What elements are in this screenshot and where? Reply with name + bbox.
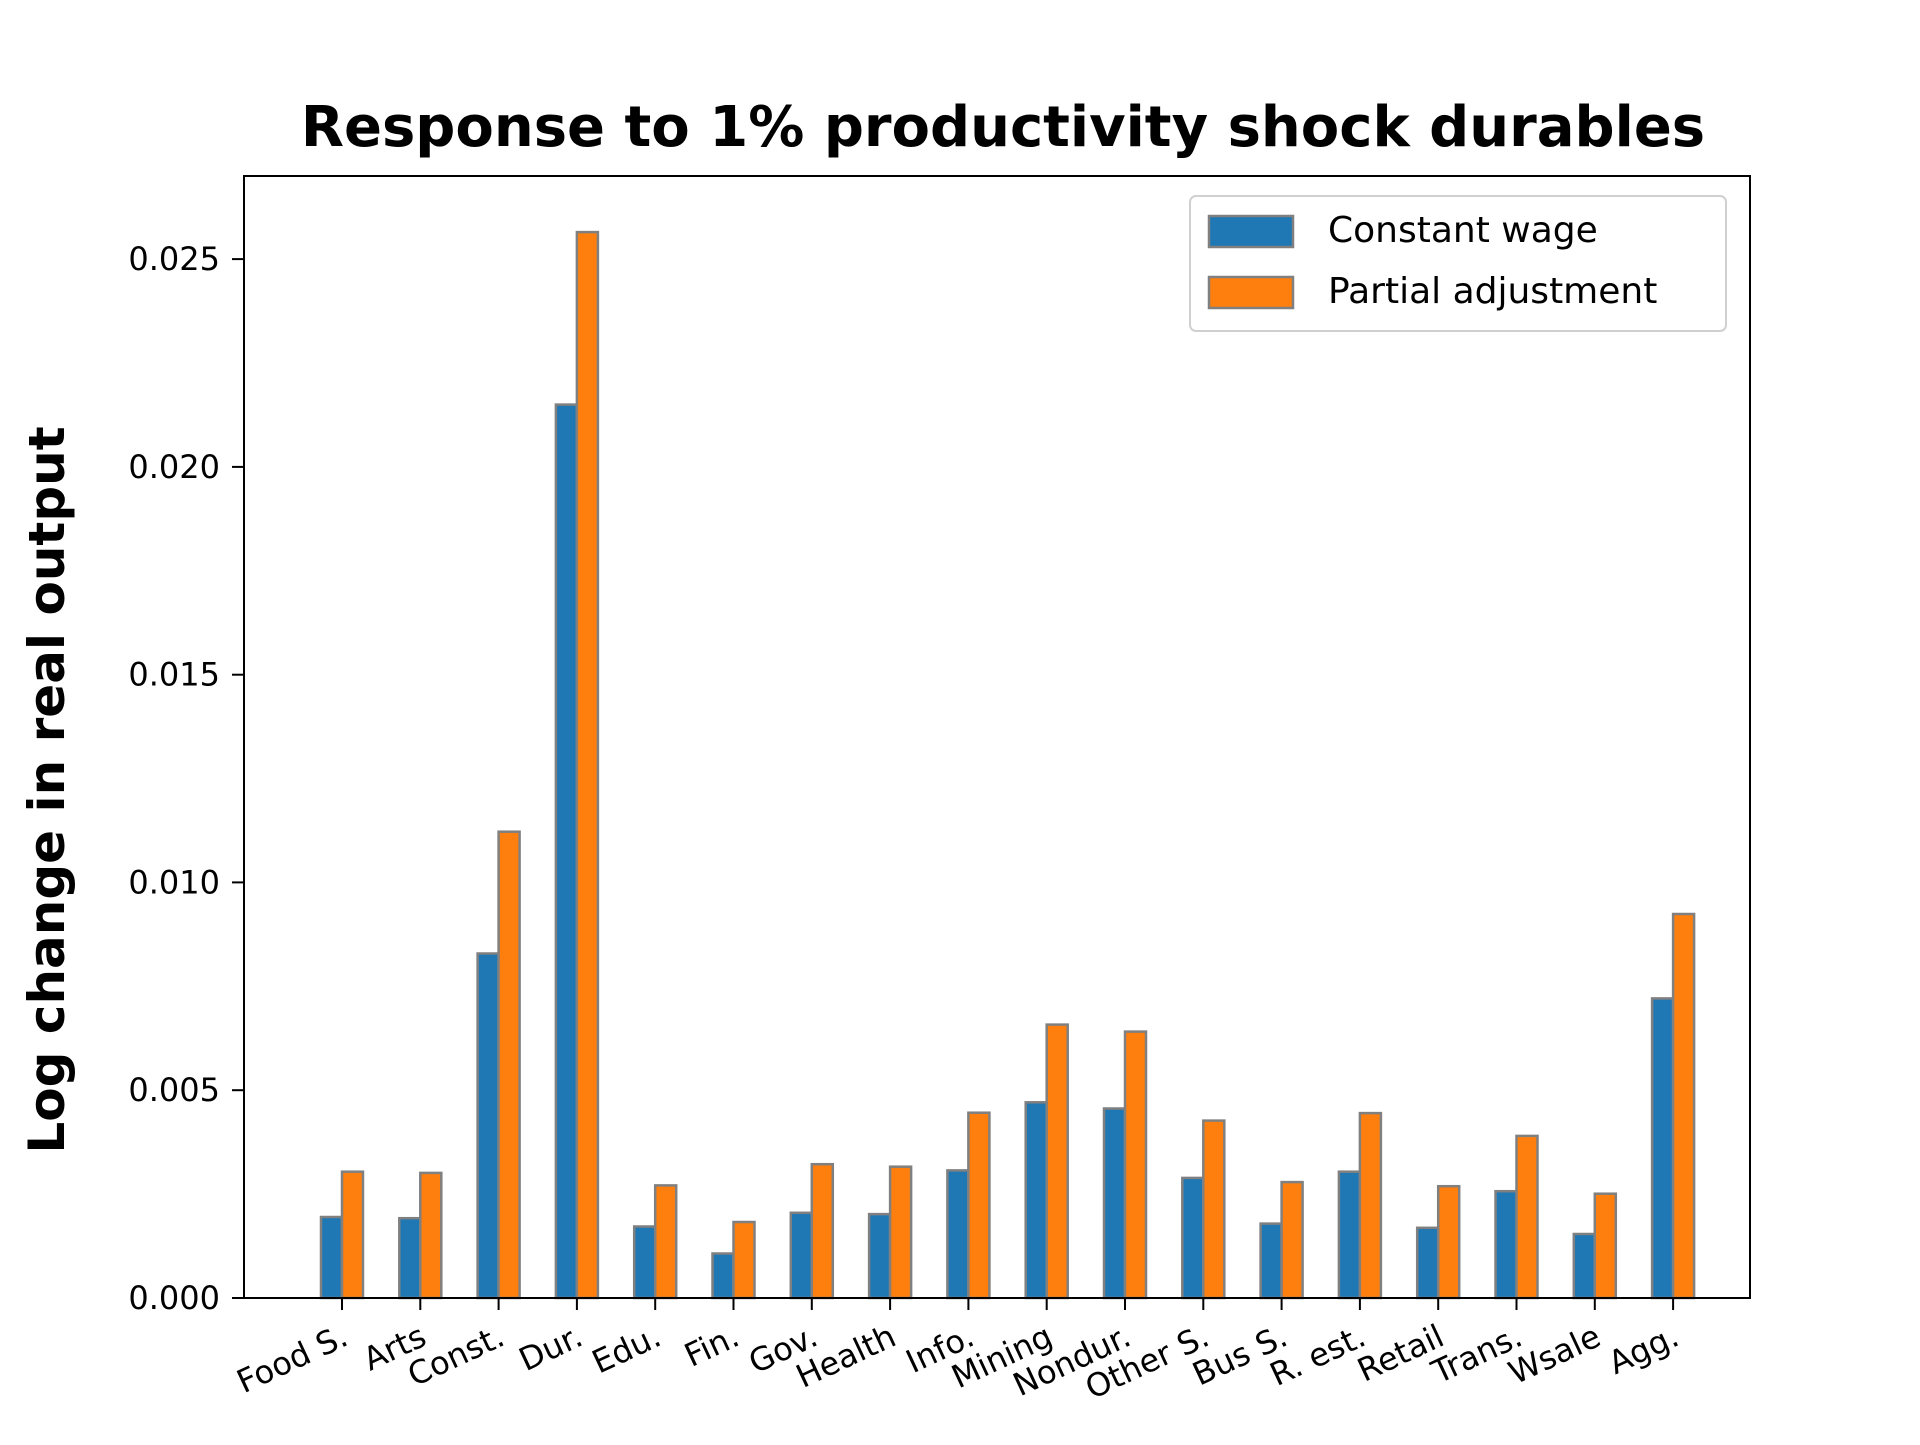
bar-constant-wage-15 (1494, 1189, 1518, 1300)
bar-partial-adjustment-2 (497, 830, 521, 1300)
bar-partial-adjustment-8 (967, 1111, 991, 1300)
bar-partial-adjustment-15 (1515, 1134, 1539, 1300)
bar-constant-wage-8 (946, 1169, 970, 1300)
chart-title: Response to 1% productivity shock durabl… (301, 95, 1705, 160)
bar-constant-wage-10 (1102, 1107, 1127, 1300)
bar-constant-wage-0 (319, 1215, 344, 1300)
bar-partial-adjustment-13 (1358, 1111, 1383, 1300)
bar-partial-adjustment-9 (1045, 1023, 1069, 1300)
bar-constant-wage-12 (1259, 1222, 1283, 1300)
bar-constant-wage-13 (1337, 1170, 1362, 1300)
bar-constant-wage-7 (867, 1212, 892, 1300)
y-tick-label: 0.020 (128, 448, 220, 486)
bar-partial-adjustment-14 (1436, 1184, 1461, 1300)
bar-partial-adjustment-12 (1280, 1180, 1304, 1300)
bar-constant-wage-11 (1181, 1176, 1205, 1300)
bar-partial-adjustment-7 (888, 1165, 913, 1300)
legend: Constant wage Partial adjustment (1189, 195, 1727, 332)
legend-label: Constant wage (1328, 210, 1598, 251)
bar-constant-wage-5 (711, 1252, 735, 1300)
plot-frame (243, 175, 1751, 1299)
bar-partial-adjustment-17 (1671, 912, 1696, 1300)
bar-partial-adjustment-3 (575, 230, 600, 1300)
bar-constant-wage-4 (632, 1225, 657, 1300)
bar-partial-adjustment-0 (340, 1170, 365, 1300)
bar-partial-adjustment-6 (810, 1162, 835, 1300)
bar-partial-adjustment-5 (732, 1220, 756, 1300)
y-tick-label: 0.005 (128, 1071, 220, 1109)
bar-constant-wage-2 (476, 952, 500, 1300)
y-tick-label: 0.000 (128, 1279, 220, 1317)
bar-partial-adjustment-10 (1123, 1030, 1148, 1300)
bar-constant-wage-1 (398, 1216, 422, 1300)
bar-constant-wage-3 (554, 403, 579, 1300)
legend-label: Partial adjustment (1328, 271, 1657, 312)
y-tick-label: 0.015 (128, 656, 220, 694)
bar-constant-wage-17 (1650, 997, 1675, 1300)
legend-swatch (1207, 214, 1295, 249)
y-axis-label: Log change in real output (18, 426, 76, 1153)
legend-swatch (1207, 275, 1295, 310)
bar-constant-wage-9 (1024, 1101, 1048, 1300)
bar-partial-adjustment-16 (1593, 1192, 1618, 1300)
legend-box (1189, 195, 1727, 332)
y-tick-label: 0.010 (128, 863, 220, 901)
bar-partial-adjustment-11 (1202, 1119, 1226, 1300)
bar-partial-adjustment-1 (419, 1171, 443, 1300)
bar-constant-wage-14 (1415, 1226, 1440, 1300)
bar-partial-adjustment-4 (653, 1184, 678, 1300)
y-tick-label: 0.025 (128, 240, 220, 278)
bar-constant-wage-16 (1572, 1232, 1597, 1300)
bar-constant-wage-6 (789, 1211, 814, 1300)
bars-layer (319, 230, 1696, 1300)
